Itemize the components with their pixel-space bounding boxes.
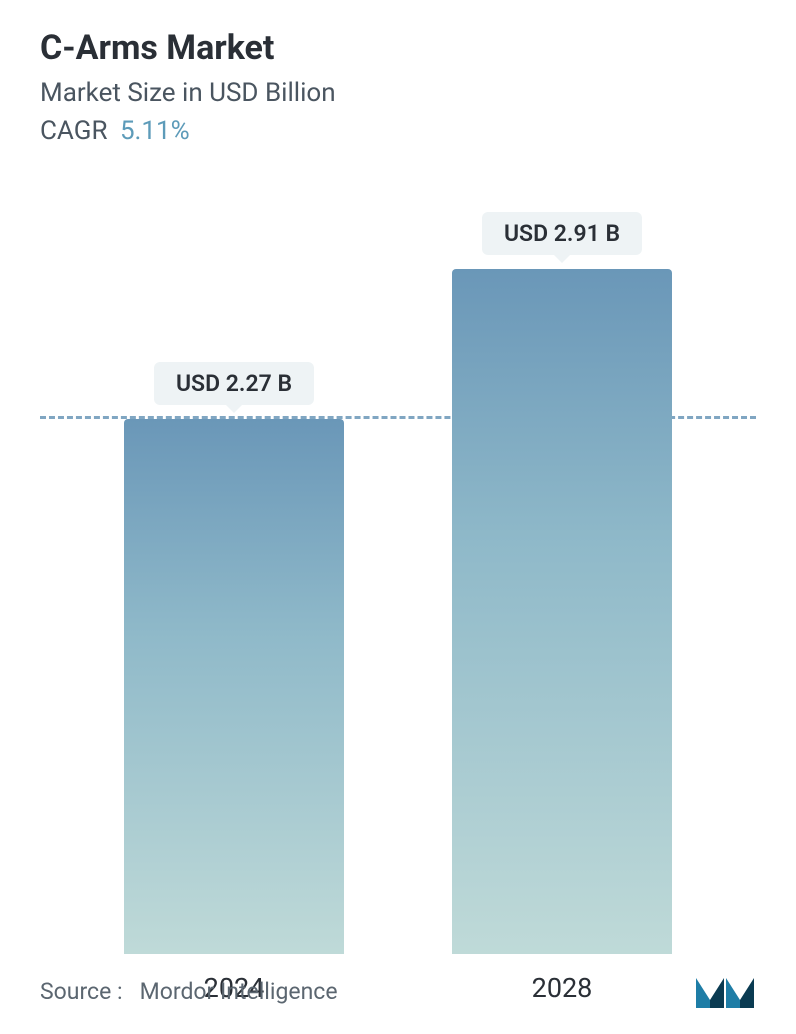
source-prefix: Source : — [40, 978, 123, 1005]
brand-logo-icon — [694, 972, 756, 1010]
footer: Source : Mordor Intelligence — [40, 972, 756, 1010]
bar-value-label: USD 2.27 B — [154, 362, 314, 405]
bar-group-0: USD 2.27 B — [114, 362, 354, 954]
chart-title: C-Arms Market — [40, 28, 756, 68]
cagr-row: CAGR 5.11% — [40, 116, 756, 146]
bar-2024 — [124, 419, 344, 954]
chart-container: C-Arms Market Market Size in USD Billion… — [0, 0, 796, 1034]
bar-value-label: USD 2.91 B — [482, 212, 642, 255]
cagr-value: 5.11% — [120, 116, 190, 146]
chart-subtitle: Market Size in USD Billion — [40, 78, 756, 108]
source-name: Mordor Intelligence — [140, 978, 338, 1005]
cagr-label: CAGR — [40, 116, 107, 146]
chart-area: USD 2.27 B USD 2.91 B 2024 2028 — [40, 186, 756, 1014]
bar-group-1: USD 2.91 B — [442, 212, 682, 954]
bar-2028 — [452, 269, 672, 954]
source-text: Source : Mordor Intelligence — [40, 978, 338, 1005]
bars-wrap: USD 2.27 B USD 2.91 B — [40, 186, 756, 954]
